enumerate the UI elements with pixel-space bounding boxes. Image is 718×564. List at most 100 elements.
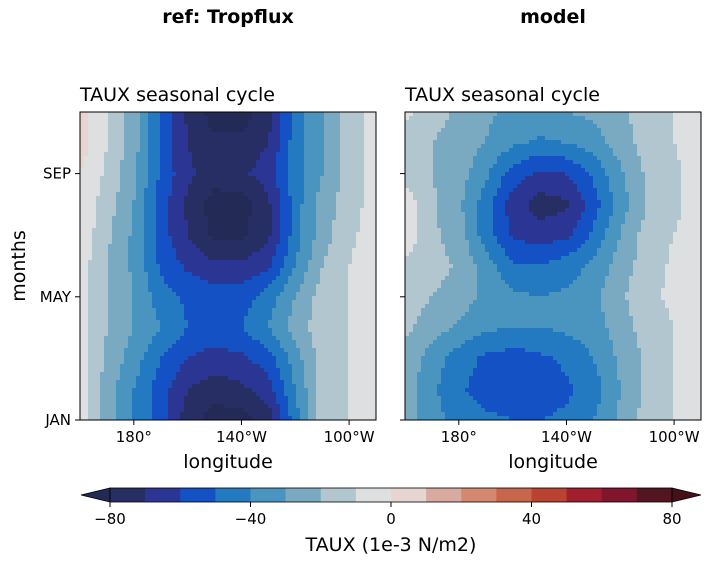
contour-cell [128, 268, 133, 273]
contour-cell [332, 232, 337, 237]
contour-cell [236, 340, 241, 345]
contour-cell [224, 208, 229, 213]
contour-cell [164, 168, 169, 173]
contour-cell [124, 176, 129, 181]
contour-cell [252, 132, 257, 137]
contour-cell [192, 276, 197, 281]
contour-cell [96, 240, 101, 245]
contour-cell [136, 332, 141, 337]
contour-cell [184, 336, 189, 341]
contour-cell [296, 252, 301, 257]
contour-cell [160, 292, 165, 297]
contour-cell [108, 260, 113, 265]
contour-cell [264, 144, 269, 149]
contour-cell [136, 160, 141, 165]
contour-cell [136, 280, 141, 285]
contour-cell [312, 320, 317, 325]
contour-cell [316, 184, 321, 189]
contour-cell [328, 208, 333, 213]
contour-cell [84, 128, 89, 133]
contour-cell [188, 372, 193, 377]
contour-cell [316, 212, 321, 217]
contour-cell [348, 268, 353, 273]
contour-cell [124, 344, 129, 349]
contour-cell [176, 292, 181, 297]
contour-cell [316, 140, 321, 145]
contour-cell [264, 200, 269, 205]
contour-cell [356, 128, 361, 133]
contour-cell [232, 204, 237, 209]
contour-cell [140, 164, 145, 169]
contour-cell [136, 248, 141, 253]
contour-cell [328, 352, 333, 357]
contour-cell [280, 228, 285, 233]
contour-cell [168, 200, 173, 205]
contour-cell [240, 340, 245, 345]
contour-cell [316, 268, 321, 273]
contour-cell [364, 360, 369, 365]
contour-cell [84, 276, 89, 281]
contour-cell [304, 184, 309, 189]
contour-cell [312, 208, 317, 213]
contour-cell [232, 288, 237, 293]
contour-cell [248, 284, 253, 289]
contour-cell [164, 148, 169, 153]
contour-cell [184, 164, 189, 169]
contour-cell [192, 352, 197, 357]
contour-cell [372, 192, 377, 197]
contour-cell [164, 228, 169, 233]
contour-cell [316, 156, 321, 161]
contour-cell [296, 296, 301, 301]
contour-cell [120, 216, 125, 221]
contour-cell [348, 152, 353, 157]
contour-cell [244, 320, 249, 325]
contour-cell [332, 200, 337, 205]
contour-cell [252, 308, 257, 313]
contour-cell [292, 356, 297, 361]
contour-cell [328, 188, 333, 193]
contour-cell [116, 196, 121, 201]
contour-cell [160, 120, 165, 125]
contour-cell [240, 252, 245, 257]
contour-cell [144, 244, 149, 249]
contour-cell [276, 172, 281, 177]
contour-cell [152, 120, 157, 125]
contour-cell [220, 332, 225, 337]
contour-cell [116, 156, 121, 161]
contour-cell [296, 124, 301, 129]
contour-cell [104, 156, 109, 161]
contour-cell [252, 360, 257, 365]
contour-cell [236, 248, 241, 253]
contour-cell [80, 112, 85, 117]
contour-cell [356, 256, 361, 261]
contour-cell [252, 328, 257, 333]
contour-cell [284, 332, 289, 337]
contour-cell [360, 116, 365, 121]
contour-cell [128, 136, 133, 141]
contour-cell [184, 380, 189, 385]
contour-cell [240, 132, 245, 137]
contour-cell [164, 224, 169, 229]
contour-cell [292, 288, 297, 293]
contour-cell [268, 116, 273, 121]
contour-cell [204, 368, 209, 373]
contour-cell [372, 368, 377, 373]
contour-cell [268, 244, 273, 249]
contour-cell [360, 232, 365, 237]
contour-cell [248, 344, 253, 349]
contour-cell [124, 172, 129, 177]
contour-cell [108, 168, 113, 173]
contour-cell [188, 144, 193, 149]
contour-cell [164, 316, 169, 321]
contour-cell [200, 252, 205, 257]
contour-cell [336, 368, 341, 373]
contour-cell [304, 372, 309, 377]
contour-cell [284, 360, 289, 365]
contour-cell [360, 176, 365, 181]
contour-cell [224, 236, 229, 241]
contour-cell [140, 204, 145, 209]
contour-cell [164, 172, 169, 177]
contour-cell [352, 288, 357, 293]
contour-cell [248, 160, 253, 165]
contour-cell [280, 252, 285, 257]
